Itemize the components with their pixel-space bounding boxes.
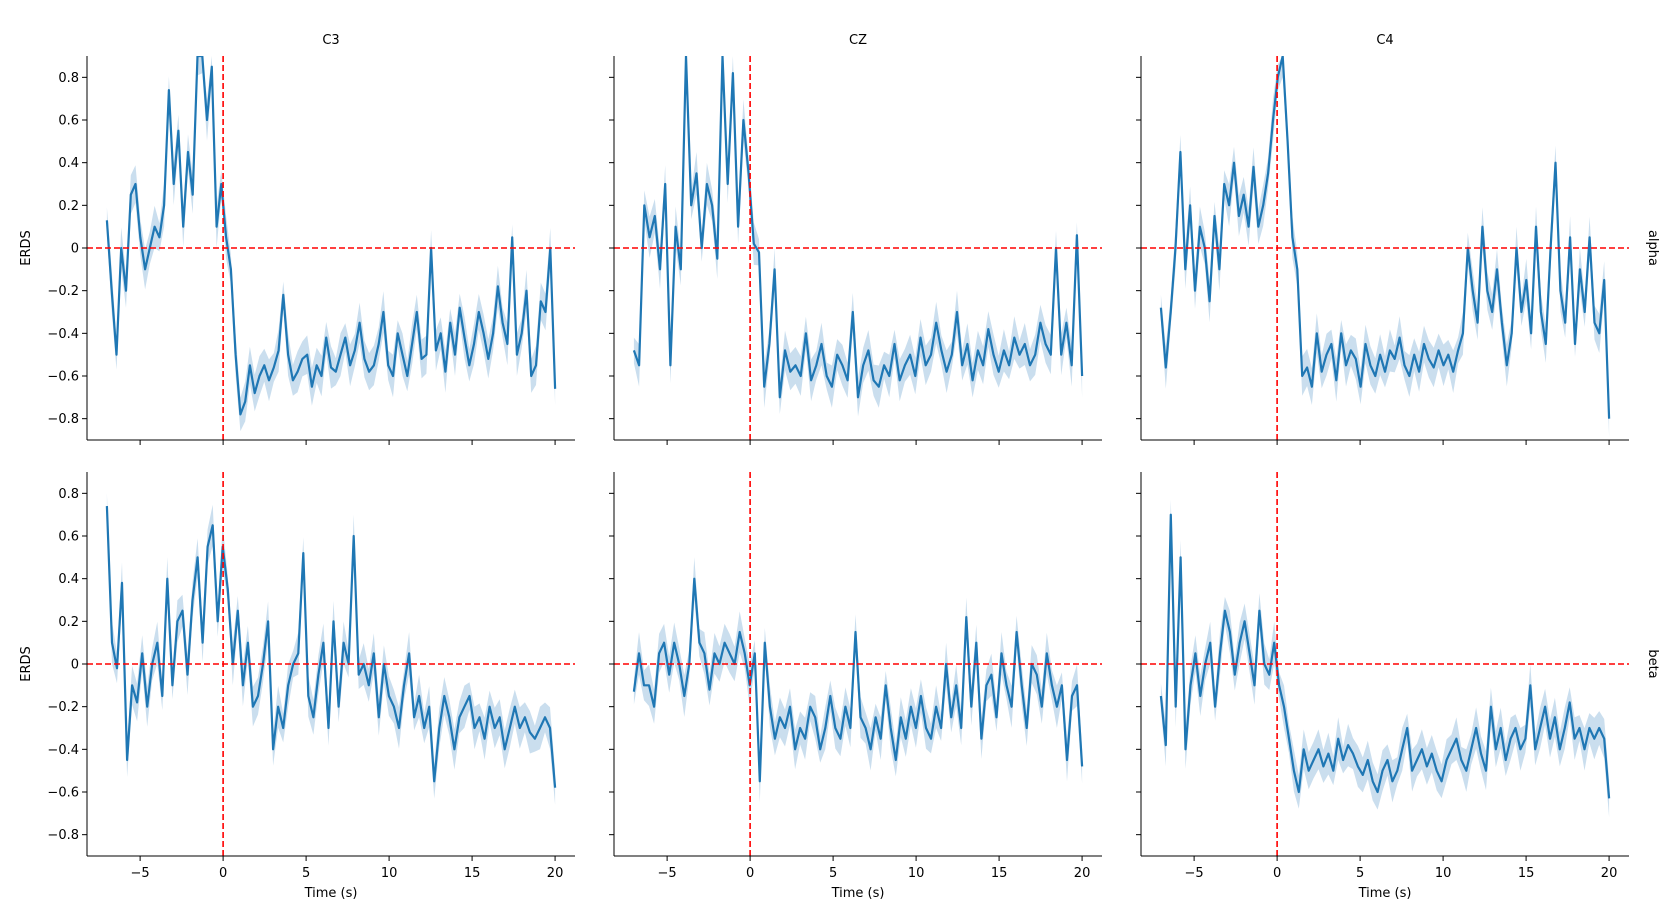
panel-c3-alpha: −0.8 −0.6 −0.4 −0.2 0 0.2 0.4 0.6 0.8 C3 ERDS <box>19 33 575 445</box>
x-tick-label: 0 <box>746 866 754 881</box>
y-tick-label: 0.4 <box>58 572 79 587</box>
y-tick-label: −0.8 <box>47 828 79 843</box>
erds-line <box>105 506 557 788</box>
confidence-band <box>106 56 556 432</box>
panel-title: C4 <box>1376 33 1393 48</box>
x-tick-label: 10 <box>381 866 398 881</box>
panel-cz-alpha: CZ <box>609 33 1102 445</box>
y-tick-label: 0.8 <box>58 71 79 86</box>
y-tick-label: −0.2 <box>47 700 79 715</box>
y-tick-label: 0.4 <box>58 156 79 171</box>
x-tick-label: 5 <box>302 866 310 881</box>
panel-title: CZ <box>849 33 867 48</box>
x-tick-label: −5 <box>1185 866 1204 881</box>
x-tick-label: −5 <box>131 866 150 881</box>
y-axis-label: ERDS <box>19 230 34 266</box>
y-tick-label: 0.2 <box>58 615 79 630</box>
x-tick-label: 15 <box>1518 866 1535 881</box>
plot-area <box>105 493 557 805</box>
panel-title: C3 <box>322 33 339 48</box>
x-tick-label: 20 <box>1601 866 1618 881</box>
x-tick-label: 15 <box>991 866 1008 881</box>
panel-c3-beta: −0.8 −0.6 −0.4 −0.2 0 0.2 0.4 0.6 0.8 −5 0 5 10 15 20 T… <box>19 472 575 901</box>
y-tick-label: 0.2 <box>58 199 79 214</box>
x-tick-label: −5 <box>658 866 677 881</box>
row-label: alpha <box>1645 230 1660 266</box>
confidence-band <box>1160 56 1610 437</box>
erds-line <box>632 577 1084 783</box>
panel-c4-beta: −5 0 5 10 15 20 Time (s) beta <box>1136 472 1660 901</box>
y-tick-label: 0.6 <box>58 114 79 129</box>
x-tick-label: 5 <box>1356 866 1364 881</box>
x-tick-label: 10 <box>1435 866 1452 881</box>
panel-cz-beta: −5 0 5 10 15 20 Time (s) <box>609 472 1102 901</box>
x-tick-label: 10 <box>908 866 925 881</box>
x-axis-label: Time (s) <box>1358 886 1412 901</box>
x-axis-label: Time (s) <box>304 886 358 901</box>
plot-area <box>105 56 557 432</box>
erds-line <box>1159 513 1611 799</box>
x-axis-label: Time (s) <box>831 886 885 901</box>
erds-line <box>1159 56 1611 419</box>
y-tick-label: −0.4 <box>47 743 79 758</box>
erds-line <box>105 56 557 416</box>
x-tick-label: 15 <box>464 866 481 881</box>
y-tick-label: −0.6 <box>47 370 79 385</box>
x-tick-label: 0 <box>219 866 227 881</box>
plot-area <box>1159 56 1611 437</box>
y-tick-label: 0.6 <box>58 530 79 545</box>
y-tick-label: −0.2 <box>47 284 79 299</box>
x-tick-label: 0 <box>1273 866 1281 881</box>
y-axis-label: ERDS <box>19 646 34 682</box>
y-tick-label: −0.4 <box>47 327 79 342</box>
confidence-band <box>1160 499 1610 818</box>
row-label: beta <box>1645 649 1660 678</box>
panel-c4-alpha: C4 alpha <box>1136 33 1660 445</box>
plot-area <box>632 557 1084 803</box>
y-tick-label: 0.8 <box>58 487 79 502</box>
x-tick-label: 5 <box>829 866 837 881</box>
y-tick-label: −0.6 <box>47 786 79 801</box>
y-tick-label: 0 <box>71 242 79 257</box>
plot-area <box>1159 499 1611 818</box>
plot-area <box>632 56 1084 417</box>
x-tick-label: 20 <box>547 866 564 881</box>
erds-line <box>632 56 1084 399</box>
y-tick-label: 0 <box>71 658 79 673</box>
confidence-band <box>106 493 556 805</box>
y-tick-label: −0.8 <box>47 412 79 427</box>
x-tick-label: 20 <box>1074 866 1091 881</box>
